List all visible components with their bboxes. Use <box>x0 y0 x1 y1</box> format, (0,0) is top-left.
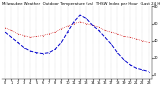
Text: Milwaukee Weather  Outdoor Temperature (vs)  THSW Index per Hour  (Last 24 Hours: Milwaukee Weather Outdoor Temperature (v… <box>2 2 160 6</box>
